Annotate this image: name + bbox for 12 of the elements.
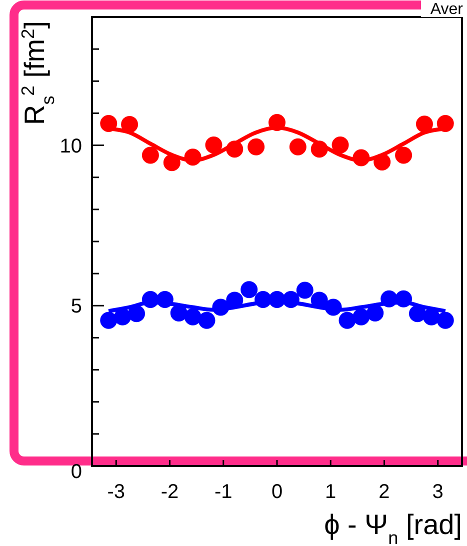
x-tick-label: -3 (107, 481, 126, 503)
y-tick-label: 0 (70, 461, 82, 483)
x-tick-label: -1 (214, 481, 232, 503)
annotation: Aver (430, 1, 464, 18)
x-tick-label: 2 (378, 481, 390, 503)
y-tick-label: 5 (70, 296, 82, 318)
x-axis-title: ϕ - Ψ$_{n}$ [rad] (324, 509, 462, 546)
x-tick-label: 0 (271, 481, 283, 503)
x-tick-label: 3 (432, 481, 444, 503)
x-tick-label: -2 (160, 481, 179, 503)
y-tick-label: 10 (60, 135, 82, 158)
x-tick-label: 1 (325, 481, 336, 503)
